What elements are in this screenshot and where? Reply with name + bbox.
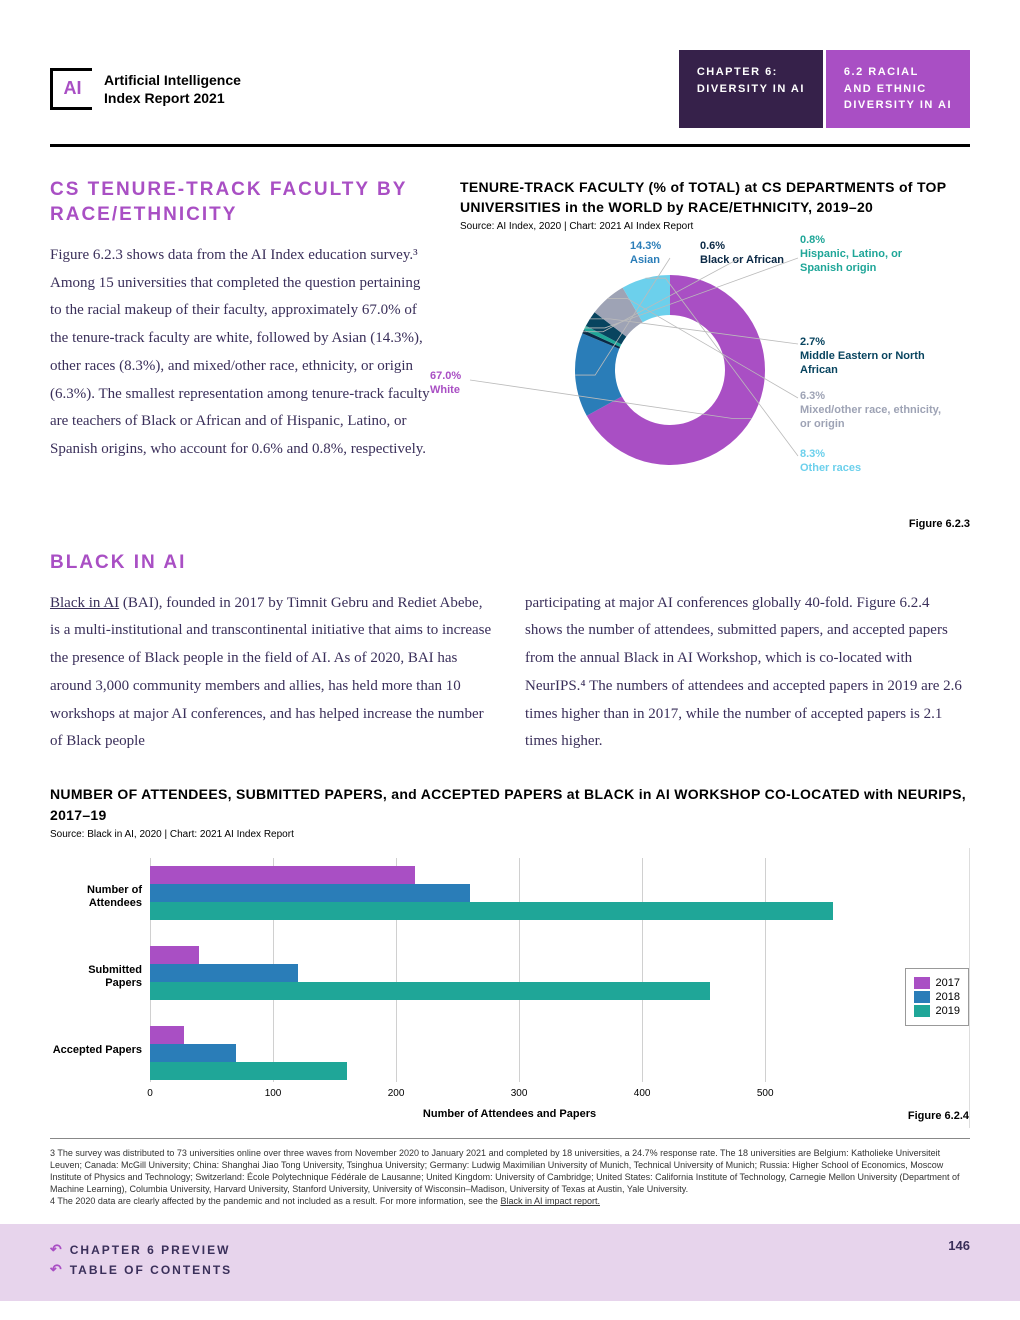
- chapter-preview-link[interactable]: ↶CHAPTER 6 PREVIEW: [50, 1241, 232, 1258]
- donut-source: Source: AI Index, 2020 | Chart: 2021 AI …: [460, 221, 970, 232]
- back-arrow-icon: ↶: [50, 1241, 64, 1257]
- donut-label-hispanic: 0.8%Hispanic, Latino, or Spanish origin: [800, 234, 920, 275]
- donut-chart: 67.0%White 14.3%Asian 0.6%Black or Afric…: [460, 240, 970, 530]
- report-title: Artificial Intelligence Index Report 202…: [104, 71, 667, 107]
- donut-label-mixed: 6.3%Mixed/other race, ethnicity, or orig…: [800, 390, 950, 431]
- toc-link[interactable]: ↶TABLE OF CONTENTS: [50, 1261, 232, 1278]
- footnote-3: 3 The survey was distributed to 73 unive…: [50, 1147, 970, 1196]
- barchart-xlabel: Number of Attendees and Papers: [423, 1108, 596, 1120]
- barchart-title: NUMBER OF ATTENDEES, SUBMITTED PAPERS, a…: [50, 784, 970, 825]
- donut-label-black: 0.6%Black or African: [700, 240, 784, 268]
- donut-label-mena: 2.7%Middle Eastern or North African: [800, 336, 940, 377]
- black-in-ai-link[interactable]: Black in AI: [50, 595, 119, 611]
- donut-label-asian: 14.3%Asian: [630, 240, 661, 268]
- donut-figure-label: Figure 6.2.3: [909, 518, 970, 530]
- barchart-legend: 2017 2018 2019: [905, 968, 969, 1026]
- footnote-4: 4 The 2020 data are clearly affected by …: [50, 1195, 970, 1207]
- section-heading-1: CS TENURE-TRACK FACULTY BY RACE/ETHNICIT…: [50, 177, 430, 228]
- barchart-figure-label: Figure 6.2.4: [908, 1110, 969, 1122]
- chapter-box: CHAPTER 6: DIVERSITY IN AI: [679, 50, 823, 128]
- section-box: 6.2 RACIAL AND ETHNIC DIVERSITY IN AI: [826, 50, 970, 128]
- page-header: AI Artificial Intelligence Index Report …: [50, 50, 970, 147]
- section-2-col1: Black in AI (BAI), founded in 2017 by Ti…: [50, 590, 495, 757]
- section-1-body: Figure 6.2.3 shows data from the AI Inde…: [50, 242, 430, 464]
- section-2-col2: participating at major AI conferences gl…: [525, 590, 970, 757]
- bar-chart: 0100200300400500Number of AttendeesSubmi…: [50, 848, 970, 1128]
- donut-label-other: 8.3%Other races: [800, 448, 861, 476]
- donut-label-white: 67.0%White: [430, 370, 461, 398]
- footnotes: 3 The survey was distributed to 73 unive…: [50, 1138, 970, 1208]
- section-heading-2: BLACK IN AI: [50, 550, 970, 576]
- page-number: 146: [948, 1238, 970, 1253]
- page-footer: ↶CHAPTER 6 PREVIEW ↶TABLE OF CONTENTS 14…: [0, 1224, 1020, 1301]
- barchart-source: Source: Black in AI, 2020 | Chart: 2021 …: [50, 829, 970, 840]
- footnote-4-link[interactable]: Black in AI impact report.: [500, 1196, 600, 1206]
- back-arrow-icon: ↶: [50, 1261, 64, 1277]
- header-chapter-boxes: CHAPTER 6: DIVERSITY IN AI 6.2 RACIAL AN…: [679, 50, 970, 128]
- donut-title: TENURE-TRACK FACULTY (% of TOTAL) at CS …: [460, 177, 970, 218]
- logo: AI: [50, 68, 92, 110]
- donut-svg: [570, 270, 770, 470]
